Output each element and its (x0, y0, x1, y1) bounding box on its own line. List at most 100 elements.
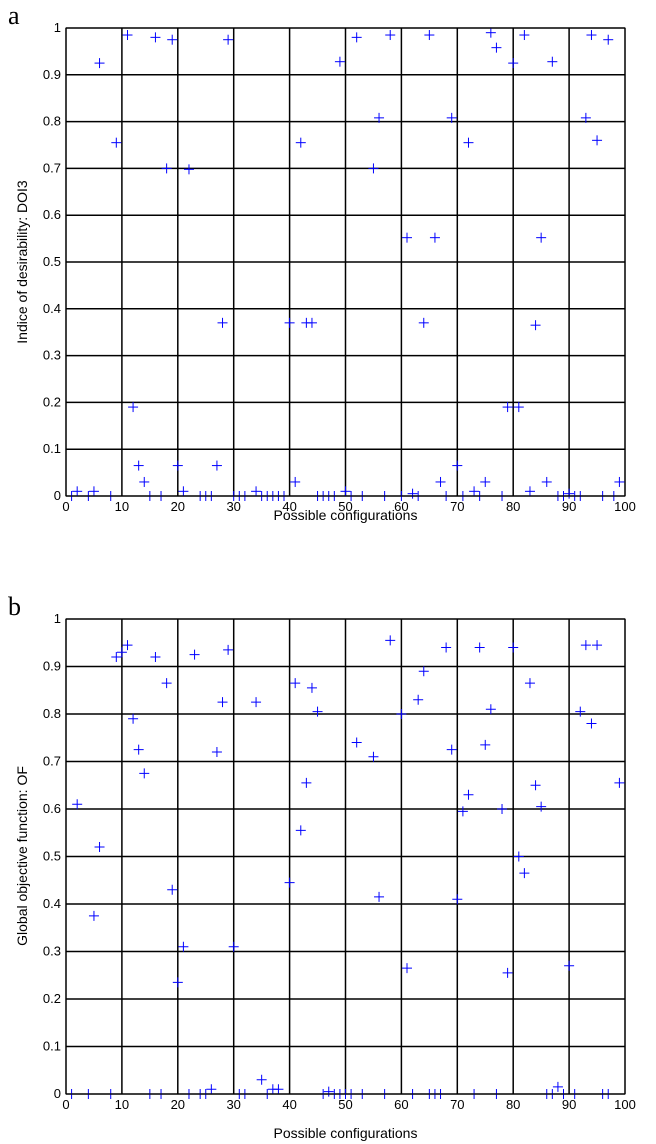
data-point (586, 718, 597, 729)
data-point (418, 317, 429, 328)
data-point (564, 488, 575, 499)
data-point (172, 460, 183, 471)
data-point (401, 232, 412, 243)
data-point (111, 137, 122, 148)
data-point (128, 713, 139, 724)
data-point (211, 460, 222, 471)
data-point (541, 476, 552, 487)
x-tick-label: 40 (282, 499, 296, 514)
x-tick-label: 50 (338, 1097, 352, 1112)
data-point (340, 486, 351, 497)
data-point (323, 1086, 334, 1097)
data-point (580, 112, 591, 123)
chart-panel-a: a 0 10 20 30 40 50 60 70 80 90 100 0 0.1 0.2 0.3 0.4 0.… (8, 1, 636, 523)
x-tick-label: 70 (450, 499, 464, 514)
data-point (385, 635, 396, 646)
data-point (452, 460, 463, 471)
data-point (418, 666, 429, 677)
data-point (463, 137, 474, 148)
panel-label-a: a (8, 1, 20, 30)
data-point (530, 320, 541, 331)
data-point (150, 652, 161, 662)
data-point (374, 112, 385, 123)
data-point (508, 642, 519, 653)
data-point (474, 642, 485, 653)
y-tick-label: 0.8 (43, 706, 61, 721)
data-point (519, 30, 530, 41)
y-tick-label: 1 (54, 20, 61, 35)
data-point (368, 751, 379, 762)
data-point (603, 34, 614, 45)
data-point (161, 163, 172, 174)
data-point (139, 768, 150, 779)
data-point (536, 232, 547, 243)
y-tick-label: 0.1 (43, 1039, 61, 1054)
y-tick-label: 0.6 (43, 801, 61, 816)
y-tick-label: 0.7 (43, 160, 61, 175)
plot-border-a (65, 27, 626, 497)
data-point (167, 34, 178, 45)
data-point (374, 891, 385, 902)
data-point (72, 799, 83, 810)
y-tick-label: 0.3 (43, 944, 61, 959)
data-point (256, 1074, 267, 1085)
data-point (334, 56, 345, 67)
x-tick-label: 40 (282, 1097, 296, 1112)
data-point (217, 317, 228, 328)
data-point (575, 706, 586, 717)
data-point (502, 967, 513, 978)
x-tick-label: 20 (171, 1097, 185, 1112)
data-point (446, 744, 457, 755)
data-point (396, 709, 407, 719)
data-point (290, 476, 301, 487)
data-point (463, 789, 474, 800)
y-tick-label: 0.2 (43, 394, 61, 409)
data-point (547, 56, 558, 67)
data-point (480, 739, 491, 750)
data-point (508, 58, 519, 69)
x-tick-label: 30 (226, 499, 240, 514)
data-point (530, 780, 541, 791)
data-point (133, 744, 144, 755)
data-point (385, 30, 396, 41)
x-tick-label: 20 (171, 499, 185, 514)
data-point (413, 694, 424, 705)
y-tick-label: 0.4 (43, 301, 61, 316)
data-point (150, 32, 161, 43)
data-point (452, 894, 463, 905)
data-point (88, 910, 99, 921)
data-point (223, 34, 234, 45)
x-tick-label: 50 (338, 499, 352, 514)
data-point (502, 402, 513, 413)
y-tick-label: 0.8 (43, 114, 61, 129)
y-tick-label: 0 (54, 1086, 61, 1101)
data-point (178, 941, 189, 952)
panel-label-b: b (8, 592, 21, 621)
data-point (172, 977, 183, 988)
data-point (536, 801, 547, 812)
data-point (614, 777, 625, 788)
y-tick-label: 0.9 (43, 659, 61, 674)
y-tick-label: 0.3 (43, 348, 61, 363)
y-tick-label: 0.6 (43, 207, 61, 222)
data-point (211, 747, 222, 757)
data-point (435, 476, 446, 487)
x-tick-label: 100 (614, 499, 636, 514)
data-point (251, 697, 262, 708)
data-point (485, 704, 496, 715)
y-tick-label: 0.7 (43, 754, 61, 769)
x-tick-label: 100 (614, 1097, 636, 1112)
data-point (88, 486, 99, 497)
data-point (284, 877, 295, 888)
plot-border-b (65, 618, 626, 1095)
data-point (122, 30, 133, 41)
x-tick-label: 90 (562, 499, 576, 514)
data-point (228, 941, 239, 952)
data-point (306, 682, 317, 693)
data-point (580, 640, 591, 651)
data-point (491, 42, 502, 53)
data-point (295, 825, 306, 836)
data-point (441, 642, 452, 653)
data-point (284, 317, 295, 328)
data-point (290, 678, 301, 689)
